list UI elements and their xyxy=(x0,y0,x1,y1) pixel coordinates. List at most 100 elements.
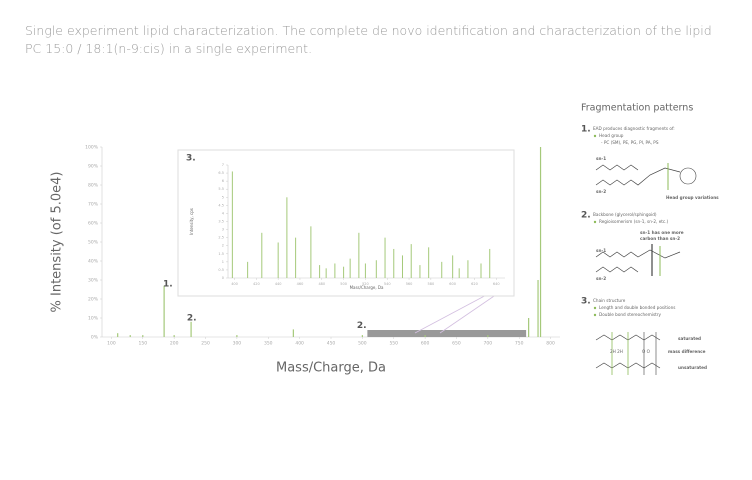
peak xyxy=(361,335,363,337)
y-axis-label: Intensity, cps xyxy=(189,208,194,235)
inset-title: 3. xyxy=(186,154,196,164)
annotation: 2. xyxy=(187,314,197,324)
peak xyxy=(428,247,430,278)
y-tick-label: 60% xyxy=(88,221,99,227)
section-number: 3. xyxy=(581,297,591,307)
peak xyxy=(173,335,175,337)
y-tick-label: 2 xyxy=(222,244,224,248)
y-tick-label: 20% xyxy=(88,297,99,303)
x-tick-label: 460 xyxy=(297,282,304,286)
peak xyxy=(277,242,279,278)
x-tick-label: 420 xyxy=(253,282,260,286)
y-axis-label: % Intensity (of 5.0e4) xyxy=(50,172,65,313)
peak xyxy=(419,265,421,278)
structure xyxy=(595,266,639,273)
section-bullet: Length and double bonded positions xyxy=(599,305,675,310)
x-tick-label: 520 xyxy=(362,282,369,286)
x-tick-label: 550 xyxy=(389,341,398,347)
peak xyxy=(163,285,165,337)
peak xyxy=(343,266,345,278)
caption: Single experiment lipid characterization… xyxy=(25,23,712,56)
peak xyxy=(441,261,443,278)
x-tick-label: 500 xyxy=(358,341,367,347)
x-tick-label: 300 xyxy=(233,341,242,347)
label: sn-2 xyxy=(596,189,606,194)
section-heading: EAD produces diagnostic fragments of: xyxy=(593,126,675,131)
peak xyxy=(410,244,412,278)
x-tick-label: 620 xyxy=(471,282,478,286)
y-tick-label: 30% xyxy=(88,278,99,284)
peak xyxy=(247,261,249,278)
x-tick-label: 700 xyxy=(484,341,493,347)
x-tick-label: 650 xyxy=(452,341,461,347)
y-tick-label: 3 xyxy=(222,228,224,232)
y-tick-label: 4 xyxy=(222,211,225,215)
x-tick-label: 500 xyxy=(340,282,347,286)
inset-chart: 0 0.5 1 1.5 2 2.5 3 3.5 4 4.5 5 5.5 6 6.5 7 400 420 440 46… xyxy=(186,154,505,290)
label: sn-1 has one more xyxy=(640,230,684,235)
section-bullet: Head group xyxy=(599,133,624,138)
bullet xyxy=(593,220,597,224)
peak xyxy=(384,237,386,278)
y-tick-label: 0% xyxy=(91,335,99,341)
y-tick-label: 6 xyxy=(222,179,224,183)
peak xyxy=(292,329,294,337)
structure xyxy=(679,167,697,185)
y-tick-label: 0 xyxy=(222,276,224,280)
label: mass difference xyxy=(668,349,706,354)
y-tick-label: 40% xyxy=(88,259,99,265)
peak xyxy=(358,232,360,278)
annotation: 2. xyxy=(357,321,367,331)
x-tick-label: 600 xyxy=(421,341,430,347)
label: sn-1 xyxy=(596,156,606,161)
peak xyxy=(528,318,530,337)
peak xyxy=(401,255,403,278)
y-tick-label: 5 xyxy=(222,195,224,199)
label: sn-1 xyxy=(596,248,606,253)
peak xyxy=(295,237,297,278)
x-tick-label: 450 xyxy=(327,341,336,347)
bullet xyxy=(593,134,597,138)
x-tick-label: 560 xyxy=(406,282,413,286)
y-tick-label: 70% xyxy=(88,202,99,208)
label: unsaturated xyxy=(678,365,707,370)
label: O O xyxy=(642,349,651,354)
section-number: 1. xyxy=(581,125,591,135)
x-tick-label: 480 xyxy=(318,282,325,286)
label: carbon than sn-2 xyxy=(640,236,680,241)
x-tick-label: 200 xyxy=(170,341,179,347)
peak xyxy=(393,248,395,278)
y-tick-label: 3.5 xyxy=(218,220,224,224)
peak xyxy=(310,226,312,278)
peak xyxy=(458,268,460,278)
label: saturated xyxy=(678,336,701,341)
peak xyxy=(325,268,327,278)
x-axis-label: Mass/Charge, Da xyxy=(350,285,384,290)
section-bullet: Regioisomerism (sn-1, sn-2, etc.) xyxy=(599,219,669,224)
x-tick-label: 600 xyxy=(449,282,456,286)
peak xyxy=(467,260,469,278)
y-tick-label: 0.5 xyxy=(218,268,224,272)
peak xyxy=(190,321,192,337)
zoom-connector xyxy=(414,291,493,334)
peak xyxy=(375,260,377,278)
x-tick-label: 440 xyxy=(275,282,282,286)
y-tick-label: 80% xyxy=(88,183,99,189)
section-sub: - PC (SM), PE, PG, PI, PA, PS xyxy=(601,140,659,145)
y-tick-label: 2.5 xyxy=(218,236,224,240)
peak xyxy=(129,335,131,337)
x-tick-label: 800 xyxy=(546,341,555,347)
bullet xyxy=(593,313,597,317)
section-heading: Chain structure xyxy=(593,298,626,303)
y-tick-label: 5.5 xyxy=(218,187,224,191)
inset-frame xyxy=(177,149,515,297)
x-tick-label: 400 xyxy=(295,341,304,347)
y-tick-label: 1 xyxy=(222,260,224,264)
fragmentation-panel: Fragmentation patterns 1. EAD produces d… xyxy=(581,103,719,375)
y-tick-label: 1.5 xyxy=(218,252,224,256)
zoom-range xyxy=(367,330,527,337)
panel-title: Fragmentation patterns xyxy=(581,103,693,114)
peak xyxy=(489,248,491,278)
